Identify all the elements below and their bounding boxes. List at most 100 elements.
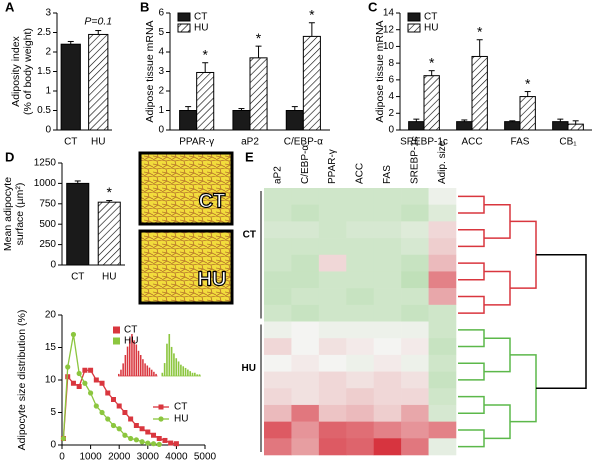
y-tick-label: 2 — [45, 47, 51, 58]
inset-bar — [139, 355, 142, 376]
legend-swatch — [177, 12, 191, 22]
marker — [145, 429, 151, 435]
error-bar — [461, 119, 468, 122]
inset-bar — [187, 369, 189, 376]
inset-bar — [126, 346, 129, 376]
significance: * — [107, 184, 113, 200]
legend-label: HU — [124, 336, 138, 347]
marker — [105, 416, 111, 422]
heatmap-cell — [264, 438, 292, 456]
error-bar — [202, 62, 209, 73]
significance: * — [477, 23, 483, 39]
inset-bar — [191, 372, 194, 376]
heatmap-cell — [401, 338, 429, 356]
heatmap-cell — [346, 221, 375, 239]
legend-swatch — [177, 23, 191, 33]
legend-label: CT — [194, 12, 207, 23]
y-tick-label: 4 — [388, 91, 394, 102]
marker — [99, 409, 105, 416]
heatmap-cell — [264, 421, 292, 439]
marker — [139, 439, 145, 445]
significance: * — [256, 30, 262, 46]
heatmap-cell — [401, 404, 429, 422]
y-tick-label: 6 — [158, 8, 164, 19]
heatmap-cell — [373, 404, 402, 422]
column-label: PPAR-γ — [327, 149, 338, 184]
heatmap-cell — [401, 271, 429, 289]
bar — [519, 96, 536, 131]
marker — [116, 426, 122, 432]
marker — [116, 403, 122, 409]
heatmap-cell — [373, 271, 402, 289]
dendrogram-branch — [458, 429, 485, 448]
heatmap-cell — [428, 271, 457, 289]
x-tick-label: CT — [64, 137, 77, 148]
inset-bar — [135, 344, 138, 376]
dendrogram-branch — [458, 195, 485, 214]
column-label: aP2 — [272, 166, 283, 184]
inset-bar — [120, 369, 122, 376]
heatmap-cell — [264, 288, 292, 306]
y-tick-label: 3 — [158, 66, 164, 77]
significance: * — [309, 6, 315, 22]
marker — [122, 432, 128, 438]
heatmap-cell — [346, 388, 375, 406]
marker — [122, 410, 128, 415]
heatmap-cell — [428, 354, 457, 372]
x-tick-label: CB₁ — [559, 137, 577, 148]
inset-bar — [144, 363, 146, 376]
marker — [93, 403, 99, 409]
marker — [151, 432, 157, 438]
group-label: CT — [243, 229, 256, 240]
error-bar — [255, 45, 262, 58]
heatmap-cell — [428, 421, 457, 439]
marker — [156, 441, 162, 447]
y-tick-label: 5 — [158, 27, 164, 38]
bar — [423, 75, 440, 131]
inset-bar — [153, 371, 155, 376]
heatmap-cell — [264, 188, 292, 205]
error-bar — [74, 180, 81, 184]
heatmap-cell — [318, 204, 347, 222]
heatmap-cell — [428, 288, 457, 306]
micrograph-label: CT — [199, 190, 226, 212]
inset-bar — [177, 361, 180, 376]
heatmap-cell — [318, 421, 347, 439]
inset-bar — [118, 373, 120, 376]
inset-bar — [189, 371, 192, 376]
heatmap-cell — [346, 238, 375, 256]
dendrogram-branch — [510, 220, 537, 289]
heatmap-cell — [264, 404, 292, 422]
inset-bar — [137, 350, 140, 376]
significance: * — [429, 54, 435, 70]
x-tick-label: C/EBP-α — [284, 137, 323, 148]
column-label: ACC — [355, 163, 366, 184]
inset-bar — [128, 338, 131, 376]
heatmap-cell — [346, 271, 375, 289]
bar — [60, 43, 81, 131]
heatmap-cell — [318, 271, 347, 289]
dendrogram-branch — [458, 262, 485, 281]
inset-bar — [175, 358, 178, 376]
bar — [302, 35, 321, 131]
y-tick-label: 2 — [388, 108, 394, 119]
marker — [128, 435, 134, 442]
marker — [162, 437, 168, 443]
heatmap-cell — [264, 354, 292, 372]
dendrogram-branch — [458, 329, 485, 348]
heatmap-cell — [401, 204, 429, 222]
panel-label: C — [368, 0, 378, 14]
dendrogram-root — [536, 254, 587, 389]
inset-bar — [150, 369, 153, 376]
heatmap-cell — [346, 404, 375, 422]
heatmap-cell — [318, 321, 347, 339]
bar — [97, 201, 121, 266]
heatmap-cell — [291, 238, 320, 256]
marker — [168, 440, 174, 446]
heatmap-cell — [291, 304, 320, 322]
micrograph-ct — [138, 151, 234, 226]
inset-bar — [148, 367, 151, 376]
legend-label: HU — [174, 414, 188, 425]
bar — [179, 110, 198, 131]
